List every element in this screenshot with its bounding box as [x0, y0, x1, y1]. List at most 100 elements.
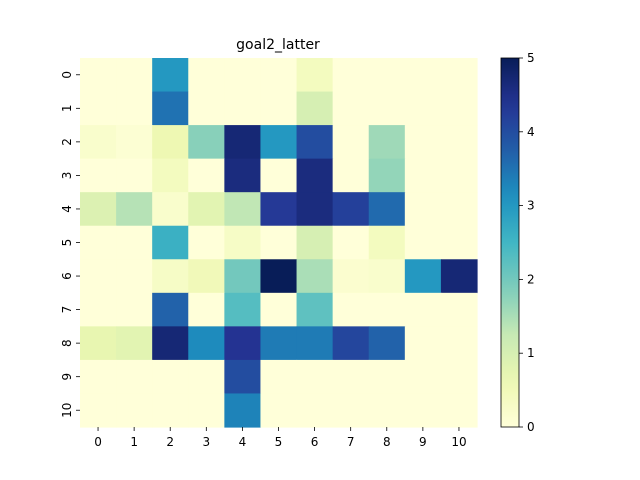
heatmap-cell-r0-c4: [224, 58, 262, 93]
heatmap-cell-r4-c3: [188, 192, 225, 227]
heatmap-cell-r5-c2: [152, 225, 189, 260]
heatmap-cell-r1-c5: [260, 91, 298, 126]
heatmap-cell-r10-c6: [296, 393, 334, 428]
heatmap-cell-r2-c4: [224, 125, 262, 160]
heatmap-cell-r4-c2: [152, 192, 189, 227]
heatmap-cell-r9-c5: [260, 359, 298, 395]
heatmap-cell-r4-c1: [116, 192, 153, 227]
y-axis-ticks: 0 1 2 3 4 5 6 7 8 9 10: [60, 71, 80, 418]
y-tick-label: 8: [60, 339, 74, 347]
heatmap-cell-r4-c6: [296, 192, 334, 227]
heatmap-cell-r5-c8: [368, 225, 406, 260]
heatmap-cell-r2-c0: [80, 125, 117, 160]
heatmap-cell-r3-c4: [224, 158, 262, 193]
heatmap-cell-r9-c7: [332, 359, 370, 395]
colorbar: 0 1 2 3 4 5: [500, 51, 535, 434]
heatmap-cell-r10-c1: [116, 393, 153, 428]
heatmap-cell-r6-c7: [332, 259, 370, 294]
heatmap-cell-r2-c10: [440, 125, 478, 160]
heatmap-cell-r0-c10: [440, 58, 478, 93]
heatmap-cell-r9-c10: [440, 359, 478, 395]
heatmap-cell-r6-c3: [188, 259, 225, 294]
colorbar-gradient: [501, 58, 519, 427]
heatmap-cell-r1-c4: [224, 91, 262, 126]
heatmap-cell-r0-c9: [404, 58, 442, 93]
heatmap-cell-r0-c8: [368, 58, 406, 93]
y-tick-label: 0: [60, 71, 74, 79]
y-tick-label: 9: [60, 373, 74, 381]
heatmap-cell-r4-c5: [260, 192, 298, 227]
heatmap-cell-r1-c0: [80, 91, 117, 126]
heatmap-cell-r10-c8: [368, 393, 406, 428]
heatmap-cell-r8-c7: [332, 326, 370, 361]
heatmap-cell-r1-c3: [188, 91, 225, 126]
heatmap-cell-r4-c4: [224, 192, 262, 227]
chart-title: goal2_latter: [236, 37, 320, 53]
heatmap-cell-r7-c4: [224, 292, 262, 327]
heatmap-cell-r0-c5: [260, 58, 298, 93]
x-tick-label: 7: [347, 435, 355, 449]
heatmap-cell-r9-c1: [116, 359, 153, 395]
heatmap-cell-r3-c7: [332, 158, 370, 193]
heatmap-cell-r8-c4: [224, 326, 262, 361]
heatmap-cell-r6-c0: [80, 259, 117, 294]
x-tick-label: 5: [275, 435, 283, 449]
heatmap-cell-r1-c6: [296, 91, 334, 126]
y-tick-label: 7: [60, 306, 74, 314]
colorbar-tick-label: 5: [527, 51, 535, 65]
heatmap-cell-r7-c6: [296, 292, 334, 327]
heatmap-cell-r7-c9: [404, 292, 442, 327]
heatmap-cell-r2-c7: [332, 125, 370, 160]
heatmap-cell-r8-c9: [404, 326, 442, 361]
heatmap-cell-r2-c3: [188, 125, 225, 160]
heatmap-cell-r9-c6: [296, 359, 334, 395]
heatmap-cell-r10-c5: [260, 393, 298, 428]
heatmap-cell-r1-c7: [332, 91, 370, 126]
heatmap-cells: [80, 58, 478, 428]
heatmap-cell-r2-c2: [152, 125, 189, 160]
heatmap-cell-r4-c7: [332, 192, 370, 227]
heatmap-cell-r9-c2: [152, 359, 189, 395]
heatmap-cell-r6-c8: [368, 259, 406, 294]
heatmap-cell-r6-c2: [152, 259, 189, 294]
heatmap-cell-r2-c9: [404, 125, 442, 160]
heatmap-cell-r3-c0: [80, 158, 117, 193]
heatmap-cell-r3-c9: [404, 158, 442, 193]
heatmap-cell-r6-c9: [404, 259, 442, 294]
heatmap-cell-r8-c0: [80, 326, 117, 361]
heatmap-cell-r2-c5: [260, 125, 298, 160]
heatmap-cell-r0-c7: [332, 58, 370, 93]
colorbar-tick-label: 0: [527, 420, 535, 434]
heatmap-cell-r9-c4: [224, 359, 262, 395]
heatmap-cell-r6-c4: [224, 259, 262, 294]
heatmap-cell-r1-c8: [368, 91, 406, 126]
heatmap-cell-r8-c10: [440, 326, 478, 361]
heatmap-cell-r4-c8: [368, 192, 406, 227]
heatmap-cell-r2-c6: [296, 125, 334, 160]
heatmap-cell-r10-c4: [224, 393, 262, 428]
heatmap-cell-r7-c1: [116, 292, 153, 327]
heatmap-cell-r1-c2: [152, 91, 189, 126]
x-tick-label: 10: [451, 435, 466, 449]
heatmap-cell-r5-c0: [80, 225, 117, 260]
heatmap-cell-r9-c3: [188, 359, 225, 395]
heatmap-cell-r7-c2: [152, 292, 189, 327]
heatmap-cell-r8-c2: [152, 326, 189, 361]
heatmap-cell-r2-c1: [116, 125, 153, 160]
y-tick-label: 10: [60, 403, 74, 418]
heatmap-cell-r10-c2: [152, 393, 189, 428]
heatmap-cell-r5-c5: [260, 225, 298, 260]
heatmap-cell-r0-c1: [116, 58, 153, 93]
x-tick-label: 1: [130, 435, 138, 449]
heatmap-cell-r3-c10: [440, 158, 478, 193]
y-tick-label: 5: [60, 239, 74, 247]
heatmap-cell-r5-c6: [296, 225, 334, 260]
heatmap-cell-r0-c0: [80, 58, 117, 93]
x-tick-label: 3: [202, 435, 210, 449]
heatmap-cell-r4-c10: [440, 192, 478, 227]
heatmap-cell-r3-c2: [152, 158, 189, 193]
y-tick-label: 1: [60, 104, 74, 112]
x-axis-ticks: 0 1 2 3 4 5 6 7 8 9 10: [94, 427, 467, 449]
colorbar-tick-label: 1: [527, 346, 535, 360]
x-tick-label: 9: [419, 435, 427, 449]
